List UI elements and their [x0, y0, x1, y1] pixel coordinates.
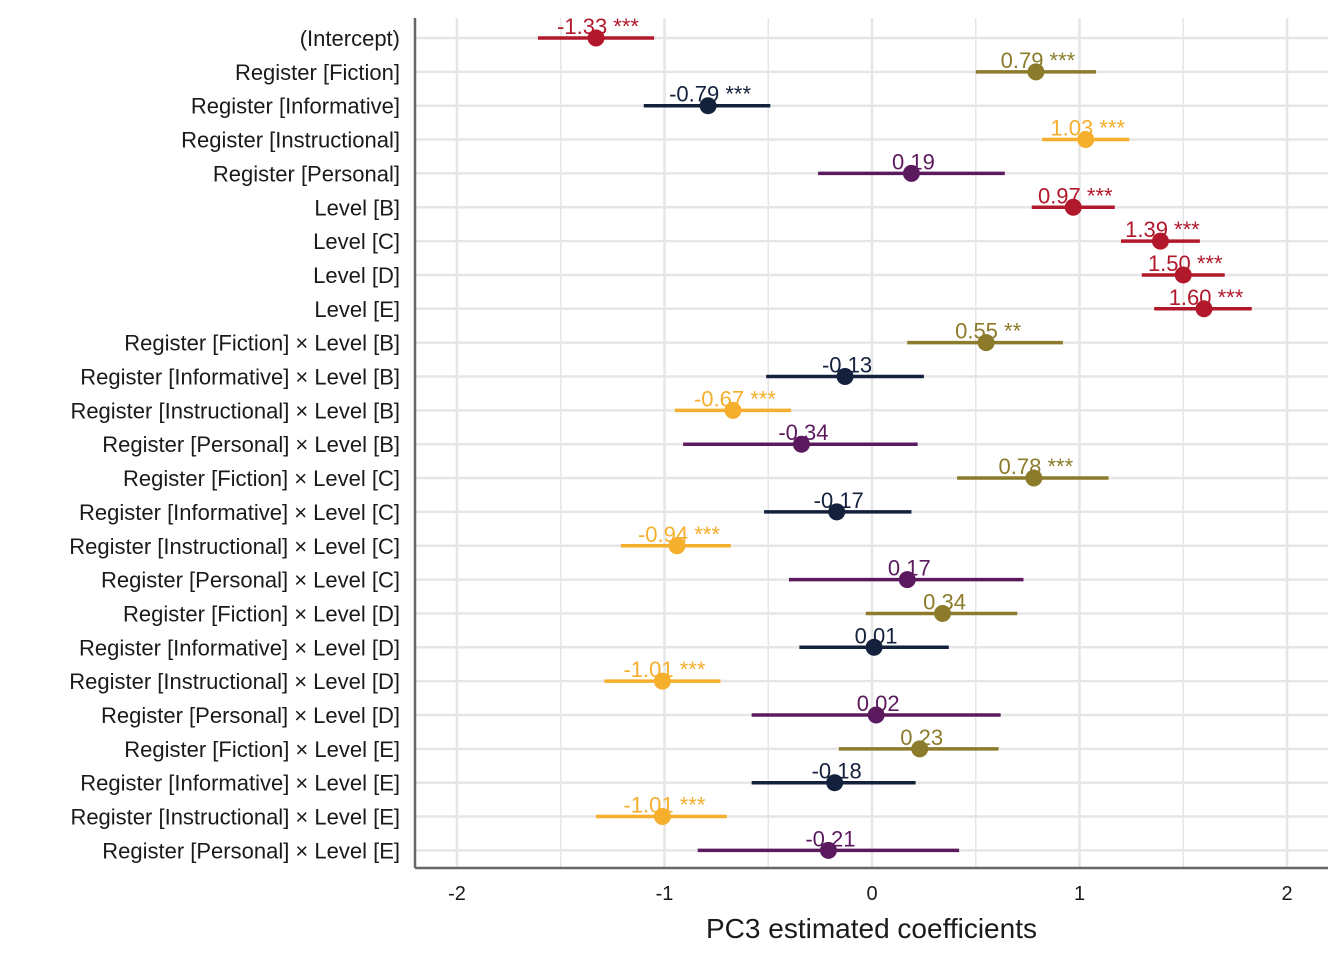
estimate-label: -0.13 — [822, 353, 872, 378]
estimate-point — [668, 537, 686, 555]
marks-layer: -1.33 *** 0.79 *** -0.79 *** 1.03 *** 0.19 0.… — [537, 14, 1252, 859]
estimate-point — [1174, 266, 1192, 284]
estimate-label: -1.01 *** — [623, 657, 705, 682]
estimate-label: 1.60 *** — [1169, 285, 1244, 310]
estimate-point — [898, 571, 916, 589]
x-axis-title: PC3 estimated coefficients — [706, 913, 1037, 944]
term-label: Register [Personal] × Level [B] — [102, 432, 400, 457]
term-label: Register [Personal] — [213, 161, 400, 186]
estimate-label: 0.23 — [900, 725, 943, 750]
estimate-point — [1195, 300, 1213, 318]
term-label: Register [Informative] × Level [E] — [80, 771, 400, 796]
estimate-point — [1025, 469, 1043, 487]
estimate-point — [977, 334, 995, 352]
term-label: Level [C] — [313, 229, 400, 254]
estimate-point — [1064, 198, 1082, 216]
term-label: Register [Informative] × Level [D] — [79, 635, 400, 660]
estimate-point — [867, 706, 885, 724]
term-label: Register [Instructional] × Level [E] — [70, 805, 400, 830]
term-label: Register [Instructional] — [181, 128, 400, 153]
estimate-point — [653, 672, 671, 690]
estimate-label: 0.55 ** — [955, 319, 1021, 344]
estimate-point — [934, 604, 952, 622]
estimate-label: -0.79 *** — [669, 82, 751, 107]
estimate-label: -1.33 *** — [557, 14, 639, 39]
axis-layer — [413, 18, 1328, 870]
estimate-point — [836, 368, 854, 385]
term-label: Register [Fiction] — [235, 60, 400, 85]
estimate-label: 0.01 — [855, 623, 898, 648]
estimate-point — [1151, 232, 1169, 250]
estimate-point — [1027, 63, 1045, 81]
estimate-label: -0.21 — [805, 826, 855, 851]
estimate-label: 1.39 *** — [1125, 217, 1200, 242]
x-tick-label: -1 — [656, 883, 674, 905]
estimate-label: 0.34 — [923, 589, 966, 614]
estimate-label: -0.17 — [814, 488, 864, 513]
estimate-label: -0.18 — [812, 759, 862, 784]
x-tick-label: 2 — [1281, 883, 1292, 905]
term-label: Register [Fiction] × Level [C] — [123, 466, 400, 491]
estimate-point — [1077, 131, 1095, 149]
estimate-label: 1.03 *** — [1050, 116, 1125, 141]
estimate-point — [792, 435, 810, 453]
term-label: Register [Personal] × Level [E] — [102, 838, 400, 863]
term-label: Register [Fiction] × Level [B] — [124, 331, 400, 356]
term-label: Register [Personal] × Level [D] — [101, 703, 400, 728]
estimate-point — [653, 808, 671, 826]
term-label: Register [Informative] × Level [B] — [80, 365, 400, 390]
estimate-label: 1.50 *** — [1148, 251, 1223, 276]
term-label: Level [B] — [314, 195, 400, 220]
term-label: Register [Informative] — [191, 94, 400, 119]
estimate-point — [699, 97, 717, 115]
estimate-label: 0.97 *** — [1038, 183, 1113, 208]
estimate-point — [911, 740, 929, 758]
term-label: Register [Instructional] × Level [B] — [70, 398, 400, 423]
estimate-label: 0.78 *** — [999, 454, 1074, 479]
estimate-point — [828, 503, 846, 521]
x-tick-label: 0 — [866, 883, 877, 905]
estimate-label: 0.19 — [892, 149, 935, 174]
estimate-point — [826, 774, 844, 792]
term-label: Register [Instructional] × Level [D] — [69, 669, 400, 694]
estimate-label: 0.02 — [857, 691, 900, 716]
term-label: Register [Fiction] × Level [E] — [124, 737, 400, 762]
term-label: Register [Instructional] × Level [C] — [69, 534, 400, 559]
term-label: Level [D] — [313, 263, 400, 288]
estimate-point — [587, 29, 605, 47]
x-tick-label: 1 — [1074, 883, 1085, 905]
term-label: Register [Informative] × Level [C] — [79, 500, 400, 525]
x-tick-labels: -2 -1 0 1 2 — [448, 883, 1292, 905]
estimate-label: -0.94 *** — [638, 522, 720, 547]
estimate-label: 0.17 — [888, 556, 931, 581]
estimate-label: -1.01 *** — [623, 793, 705, 818]
estimate-point — [724, 401, 742, 419]
estimate-label: -0.34 — [778, 420, 828, 445]
term-label: Register [Personal] × Level [C] — [101, 568, 400, 593]
x-tick-label: -2 — [448, 883, 466, 905]
estimate-label: 0.79 *** — [1001, 48, 1076, 73]
estimate-label: -0.67 *** — [694, 386, 776, 411]
estimate-point — [865, 638, 883, 656]
term-label: (Intercept) — [300, 26, 400, 51]
term-label: Register [Fiction] × Level [D] — [123, 601, 400, 626]
estimate-point — [902, 164, 920, 182]
term-label: Level [E] — [314, 297, 400, 322]
y-tick-labels: (Intercept) Register [Fiction] Register [I… — [69, 26, 400, 863]
estimate-point — [819, 841, 837, 859]
